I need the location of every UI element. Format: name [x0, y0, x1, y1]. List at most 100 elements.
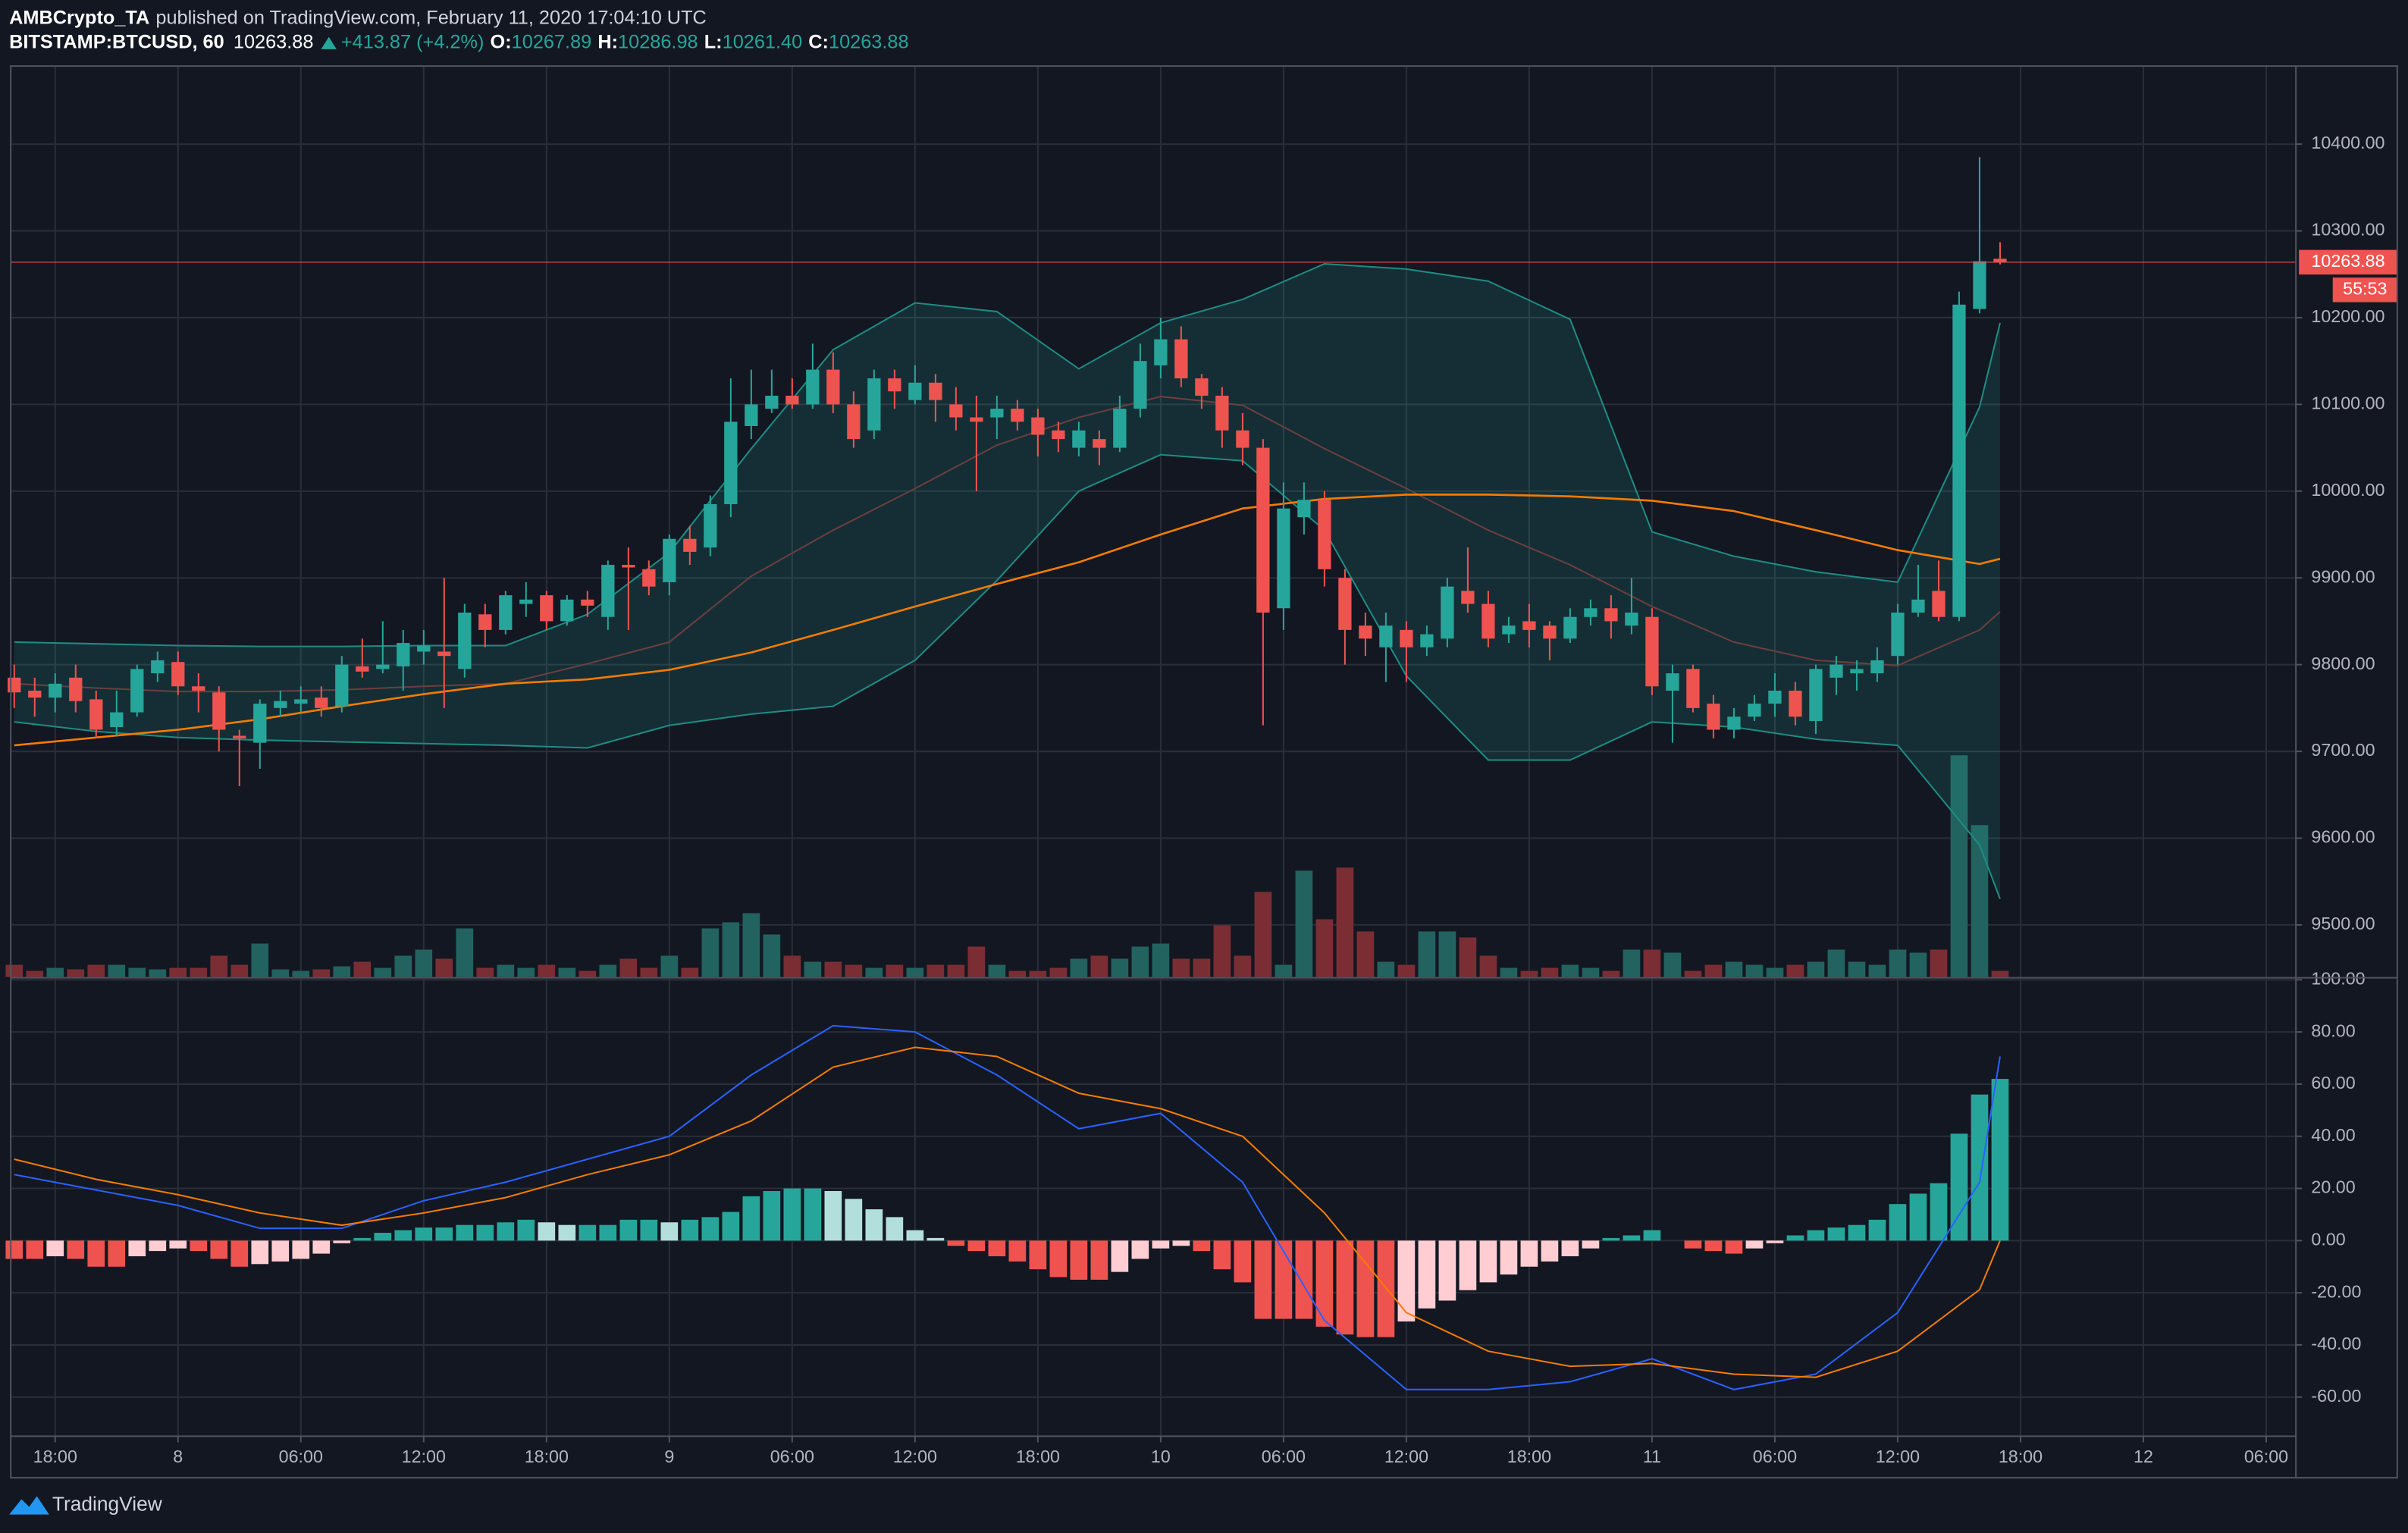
volume-bar	[1275, 964, 1293, 977]
volume-bar	[660, 955, 679, 977]
candle-body	[1052, 430, 1065, 440]
x-tick-label: 10	[1151, 1447, 1171, 1466]
histogram-bar	[967, 1240, 986, 1252]
volume-bar	[1520, 970, 1538, 977]
volume-bar	[1623, 949, 1641, 977]
histogram-bar	[517, 1219, 535, 1241]
published: published on TradingView.com, February 1…	[155, 7, 706, 28]
volume-bar	[681, 967, 699, 977]
volume-bar	[1971, 825, 1989, 977]
histogram-bar	[660, 1222, 679, 1241]
y-tick-label: 80.00	[2311, 1020, 2355, 1040]
candle-body	[949, 404, 963, 418]
histogram-bar	[1889, 1204, 1907, 1241]
histogram-bar	[1275, 1240, 1293, 1319]
o-label: O:	[491, 31, 512, 52]
x-tick-label: 18:00	[525, 1447, 569, 1466]
volume-bar	[1479, 955, 1497, 977]
y-tick-label: -40.00	[2311, 1334, 2361, 1353]
histogram-bar	[312, 1240, 331, 1254]
symbol: BITSTAMP:BTCUSD, 60	[9, 31, 224, 52]
candle-body	[1277, 508, 1290, 609]
volume-bar	[701, 928, 720, 977]
volume-bar	[149, 969, 167, 977]
histogram-bar	[128, 1240, 146, 1256]
histogram-bar	[1623, 1235, 1641, 1241]
histogram-bar	[415, 1227, 433, 1241]
histogram-bar	[804, 1188, 822, 1241]
y-tick-label: -20.00	[2311, 1281, 2361, 1301]
volume-bar	[1172, 958, 1190, 977]
histogram-bar	[886, 1217, 904, 1241]
histogram-bar	[1684, 1240, 1702, 1249]
candle-body	[1891, 612, 1905, 657]
volume-bar	[333, 966, 351, 977]
histogram-bar	[640, 1219, 658, 1241]
candle-body	[1133, 361, 1147, 409]
candle-body	[1870, 660, 1884, 674]
histogram-bar	[865, 1209, 883, 1241]
last: 10263.88	[234, 31, 314, 52]
candle-body	[499, 595, 513, 630]
volume-bar	[906, 967, 924, 977]
histogram-bar	[456, 1224, 474, 1241]
candle-body	[1093, 439, 1106, 448]
candle-body	[540, 595, 553, 622]
x-tick-label: 9	[664, 1447, 674, 1466]
volume-bar	[578, 970, 597, 977]
volume-bar	[87, 964, 105, 977]
candle-body	[704, 503, 717, 548]
histogram-bar	[824, 1190, 842, 1241]
histogram-bar	[353, 1237, 372, 1241]
band-lower	[14, 453, 2001, 899]
volume-bar	[988, 964, 1006, 977]
candle-body	[867, 378, 881, 431]
volume-bar	[1786, 964, 1804, 977]
histogram-bar	[558, 1224, 576, 1241]
candle-body	[888, 378, 901, 392]
histogram-bar	[5, 1240, 24, 1259]
candle-body	[315, 698, 328, 708]
histogram-bar	[1213, 1240, 1231, 1270]
candle-body	[294, 699, 308, 704]
candle-body	[642, 569, 656, 587]
candle-body	[1727, 716, 1741, 730]
volume-bar	[353, 961, 372, 977]
candle-body	[1543, 625, 1557, 639]
candle-body	[335, 664, 349, 707]
x-tick-label: 12:00	[893, 1447, 937, 1466]
logo: TradingView	[9, 1492, 163, 1515]
volume-bar	[394, 955, 412, 977]
low: 10261.40	[723, 31, 803, 52]
histogram-bar	[271, 1240, 290, 1262]
volume-bar	[1541, 967, 1559, 977]
candle-body	[192, 686, 205, 691]
volume-bar	[1663, 952, 1682, 977]
volume-bar	[1827, 949, 1845, 977]
candle-body	[1297, 500, 1311, 518]
histogram-bar	[394, 1230, 412, 1241]
candle-body	[233, 735, 246, 738]
y-tick-label: 10200.00	[2311, 306, 2384, 326]
candle-body	[847, 404, 861, 440]
volume-bar	[1889, 949, 1907, 977]
volume-bar	[1459, 937, 1477, 977]
volume-bar	[927, 964, 945, 977]
histogram-bar	[722, 1212, 740, 1241]
candle-body	[990, 409, 1004, 418]
volume-bar	[415, 949, 433, 977]
x-tick-label: 8	[173, 1447, 183, 1466]
candle-body	[1174, 339, 1188, 379]
volume-bar	[1090, 955, 1108, 977]
frame	[10, 65, 2398, 1479]
volume-bar	[886, 964, 904, 977]
histogram-bar	[476, 1224, 494, 1241]
volume-bar	[1049, 967, 1068, 977]
volume-bar	[1213, 925, 1231, 977]
volume-bar	[1234, 955, 1252, 977]
volume-bar	[640, 967, 658, 977]
plot: 9500.00 9600.00 9700.00 9800.00 9900.00 10000…	[5, 66, 2397, 1466]
candle-body	[171, 662, 185, 687]
volume-bar	[1582, 967, 1600, 977]
y-tick-label: 20.00	[2311, 1177, 2355, 1197]
